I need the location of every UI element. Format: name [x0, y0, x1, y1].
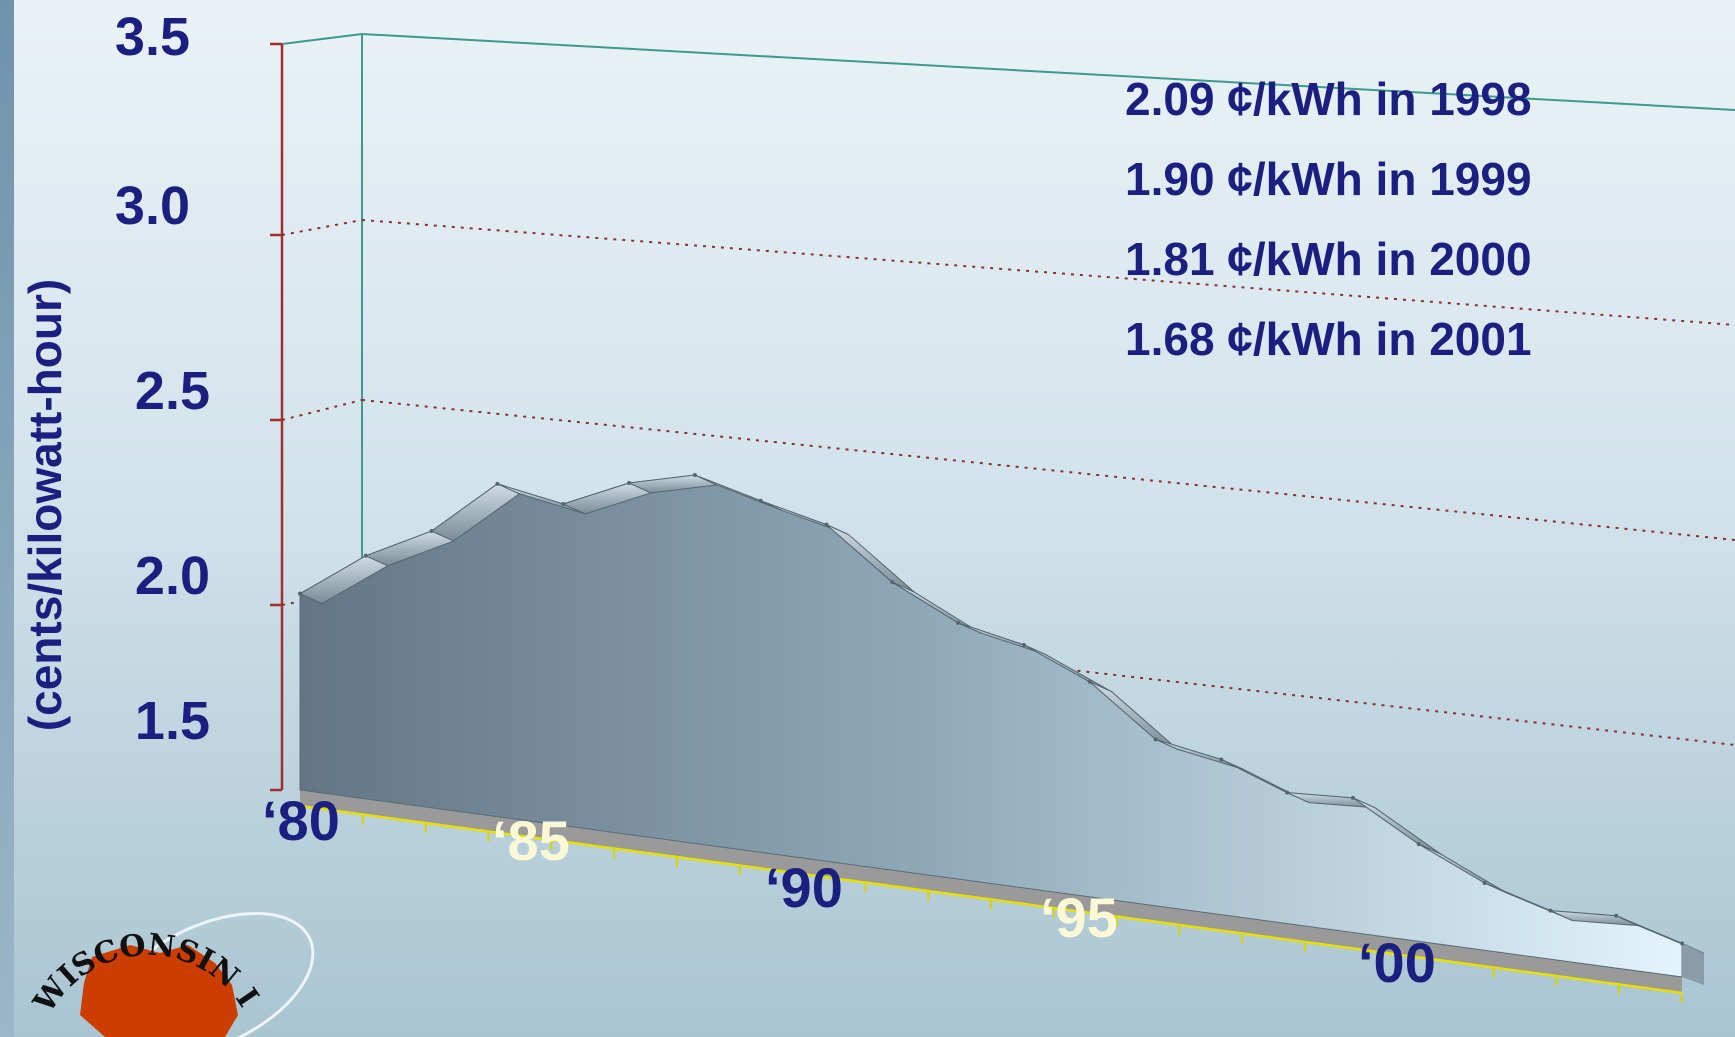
wisconsin-institute-logo: WISCONSIN INSTITUTE: [10, 865, 315, 1037]
data-point: [824, 522, 829, 527]
y-tick-label: 3.5: [114, 7, 190, 67]
x-tick-label: ‘00: [1358, 931, 1436, 994]
frame-back-top-edge: [361, 33, 1735, 111]
x-tick-label: ‘95: [1040, 886, 1118, 949]
data-point: [1153, 737, 1158, 742]
x-tick-label: ‘85: [492, 809, 570, 872]
annotation-line: 1.90 ¢/kWh in 1999: [1125, 153, 1532, 205]
y-tick-label: 2.5: [134, 361, 210, 421]
gridline-side: [281, 219, 363, 236]
data-point: [627, 480, 632, 485]
data-point: [1482, 880, 1487, 885]
annotation-line: 1.81 ¢/kWh in 2000: [1125, 233, 1532, 285]
data-point: [758, 498, 763, 503]
y-axis-label: (cents/kilowatt-hour): [19, 278, 71, 732]
data-point: [429, 529, 434, 534]
data-point: [1285, 790, 1290, 795]
data-point: [298, 591, 302, 596]
slide-left-edge: [0, 0, 14, 1037]
area-end-cap: [1682, 943, 1704, 985]
wisconsin-map-icon: [80, 945, 238, 1037]
data-point: [1614, 913, 1619, 918]
data-point: [692, 473, 697, 478]
x-tick-label: ‘90: [765, 856, 843, 919]
data-point: [363, 553, 368, 558]
data-point: [561, 501, 566, 506]
data-point: [1219, 757, 1224, 762]
data-point: [1350, 795, 1355, 800]
data-point: [1680, 941, 1684, 946]
data-point: [495, 481, 500, 486]
data-point: [1548, 908, 1553, 913]
data-point: [1416, 842, 1421, 847]
frame-top-left-edge: [281, 33, 363, 45]
data-point: [1087, 679, 1092, 684]
data-point: [890, 580, 895, 585]
x-tick-label: ‘80: [262, 789, 340, 852]
y-tick-label: 3.0: [114, 176, 190, 236]
floor-plane: [300, 790, 1682, 993]
gridline-side: [281, 399, 363, 421]
annotation-line: 1.68 ¢/kWh in 2001: [1125, 313, 1532, 365]
y-tick-label: 2.0: [134, 546, 210, 606]
y-tick-label: 1.5: [134, 691, 210, 751]
annotation-line: 2.09 ¢/kWh in 1998: [1125, 73, 1532, 125]
data-point: [956, 620, 961, 625]
data-point: [1021, 642, 1026, 647]
